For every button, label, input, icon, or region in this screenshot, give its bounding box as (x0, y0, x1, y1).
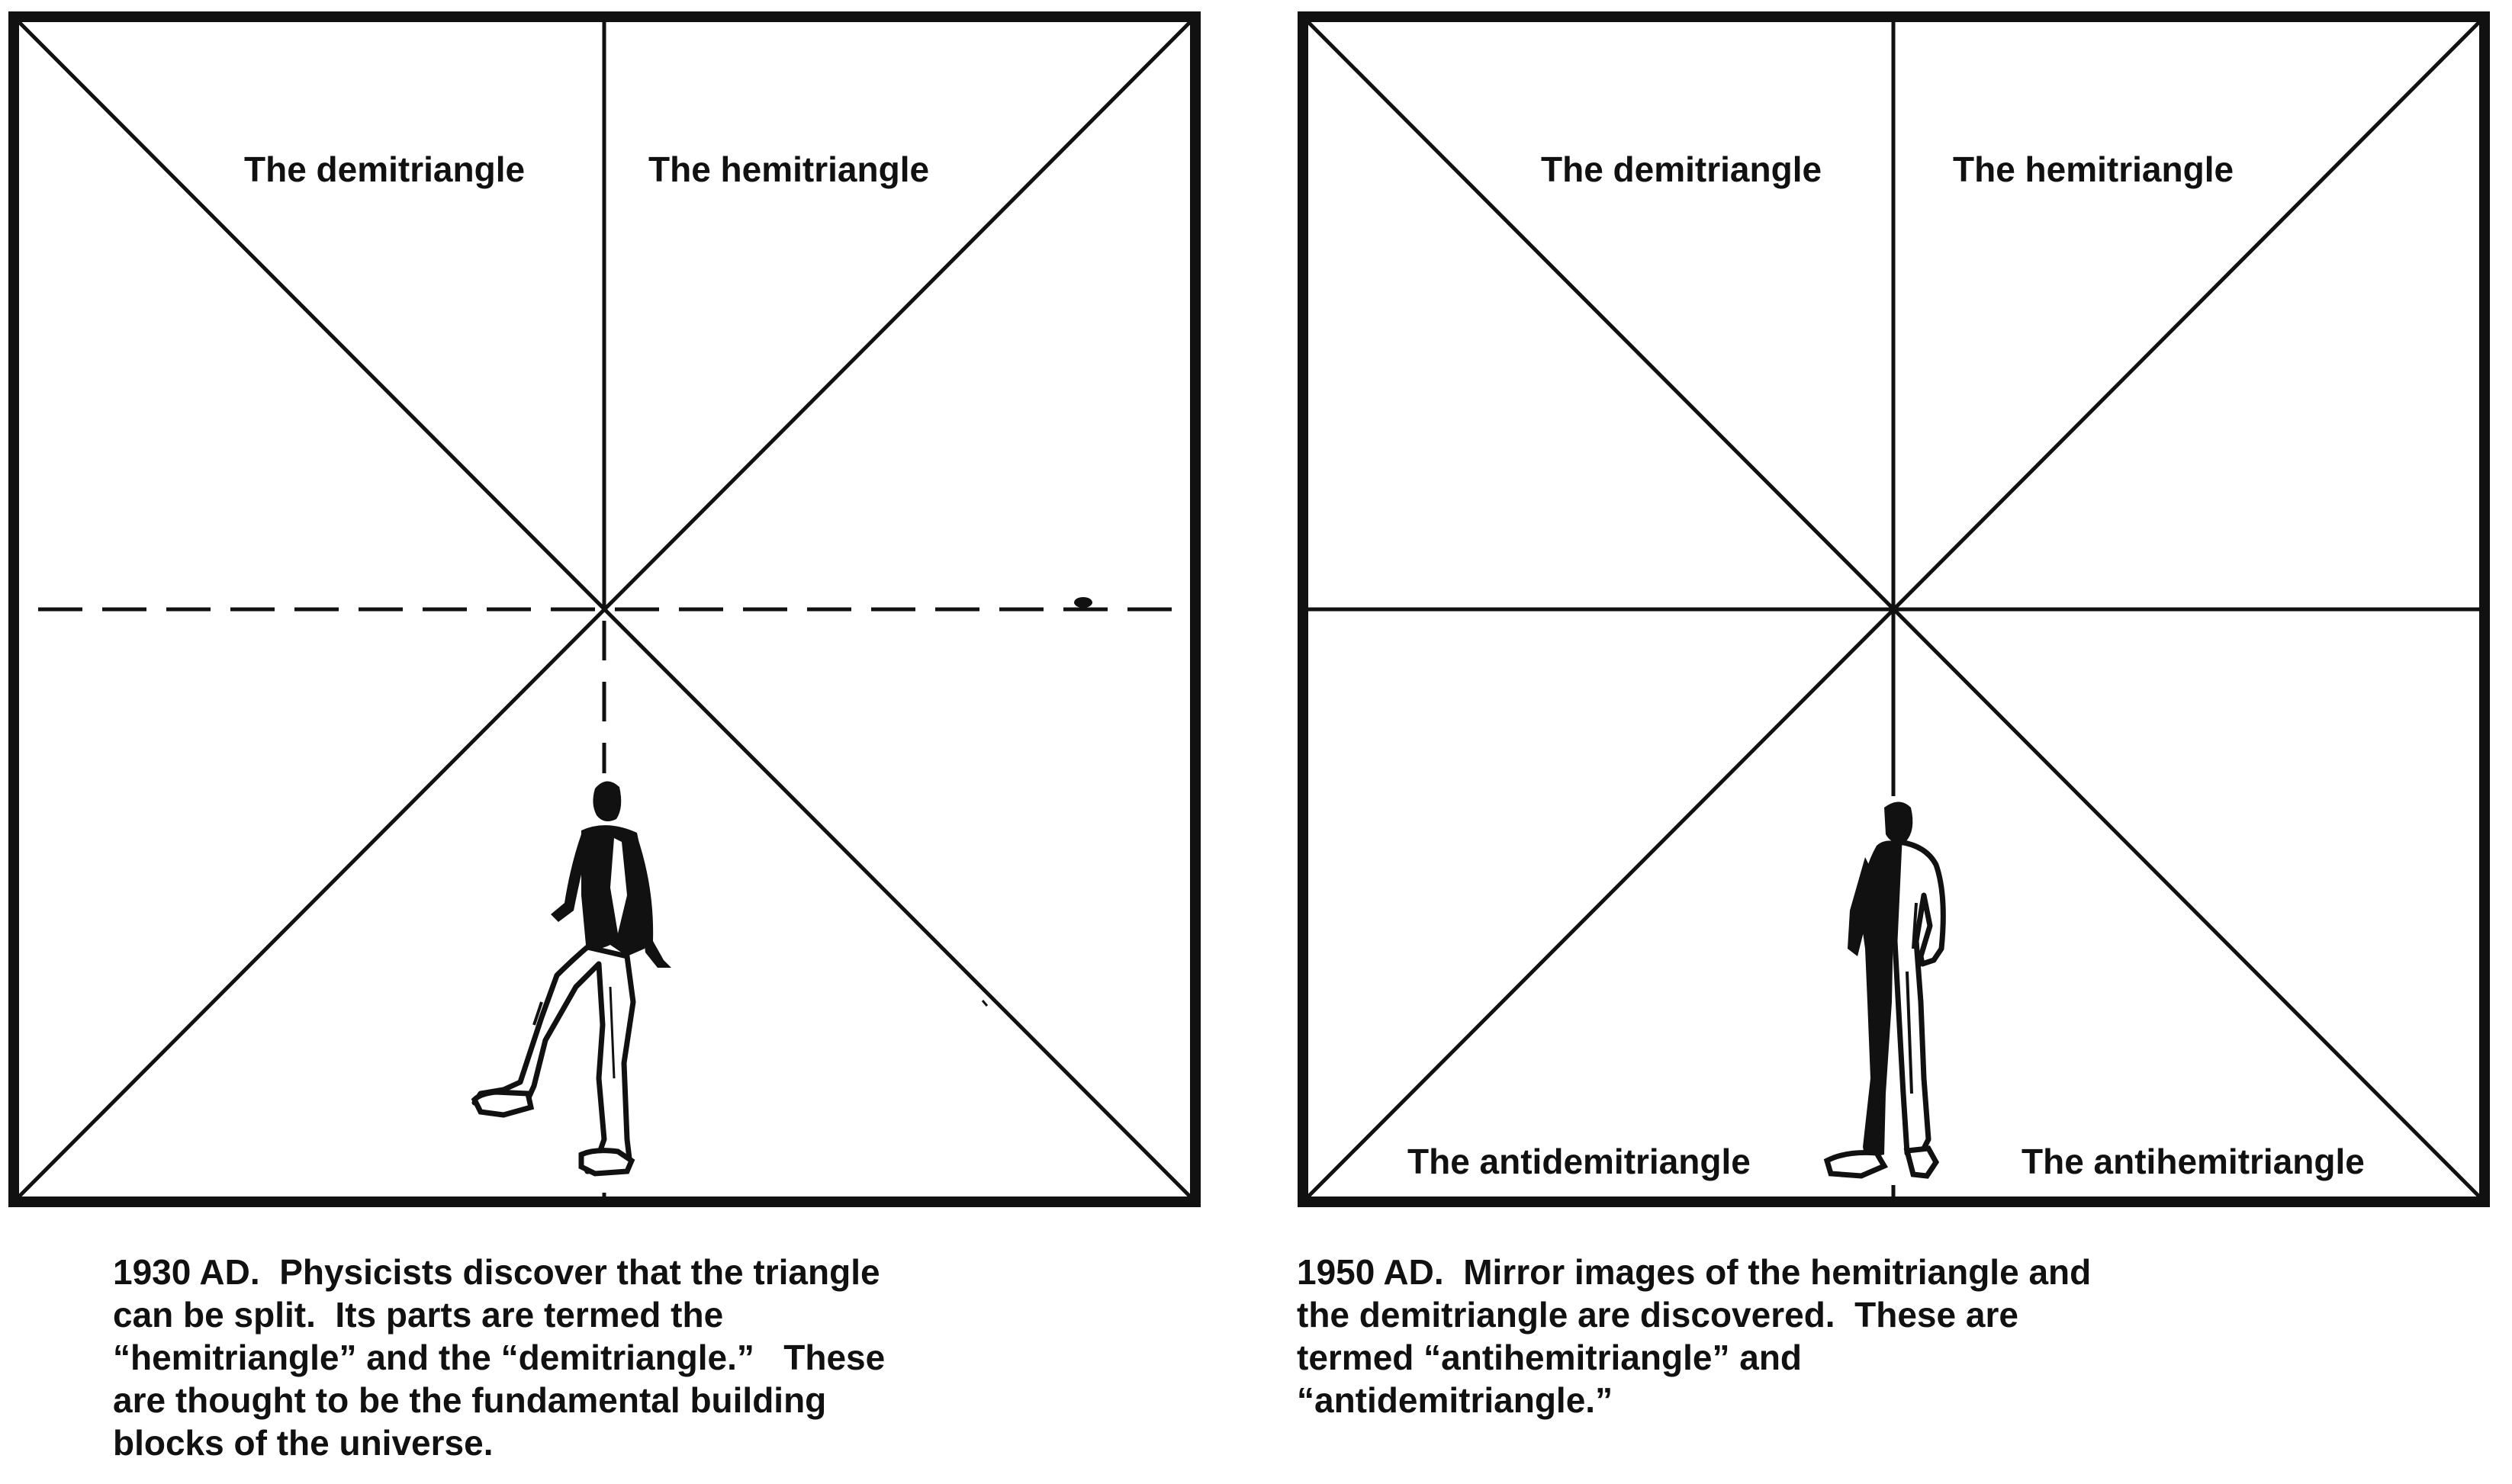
caption-line: are thought to be the fundamental buildi… (113, 1380, 827, 1420)
triangle-diagram-1930: The demitriangle The hemitriangle (8, 11, 1201, 1208)
label-hemitriangle: The hemitriangle (648, 149, 930, 189)
caption-1930: 1930 AD. Physicists discover that the tr… (113, 1251, 1219, 1464)
panel-1930: The demitriangle The hemitriangle 1930 A… (0, 0, 1221, 1484)
ink-mark (981, 1000, 989, 1007)
label-demitriangle: The demitriangle (244, 149, 526, 189)
label-demitriangle: The demitriangle (1541, 149, 1822, 189)
label-antidemitriangle: The antidemitriangle (1407, 1142, 1751, 1181)
diagram-lines-1950 (1298, 11, 2490, 1207)
caption-line: Mirror images of the hemitriangle and (1463, 1252, 2092, 1292)
caption-line: can be split. Its parts are termed the (113, 1295, 724, 1335)
caption-line: Physicists discover that the triangle (279, 1252, 880, 1292)
label-hemitriangle: The hemitriangle (1953, 149, 2234, 189)
caption-1950: 1950 AD. Mirror images of the hemitriang… (1297, 1251, 2502, 1421)
ink-speck (1074, 597, 1092, 608)
panel-1950: The demitriangle The hemitriangle The an… (1289, 0, 2510, 1484)
triangle-diagram-1950: The demitriangle The hemitriangle The an… (1297, 11, 2491, 1208)
caption-line: “hemitriangle” and the “demitriangle.” T… (113, 1338, 886, 1377)
standing-man-icon (1823, 796, 1953, 1185)
caption-line: “antidemitriangle.” (1297, 1380, 1613, 1420)
caption-line: blocks of the universe. (113, 1423, 494, 1463)
diagram-lines-1930 (8, 11, 1201, 1207)
label-antihemitriangle: The antihemitriangle (2022, 1142, 2365, 1181)
caption-date: 1950 AD. (1297, 1252, 1444, 1292)
caption-line: the demitriangle are discovered. These a… (1297, 1295, 2018, 1335)
caption-line: termed “antihemitriangle” and (1297, 1338, 1803, 1377)
caption-date: 1930 AD. (113, 1252, 260, 1292)
walking-man-icon (471, 773, 671, 1193)
